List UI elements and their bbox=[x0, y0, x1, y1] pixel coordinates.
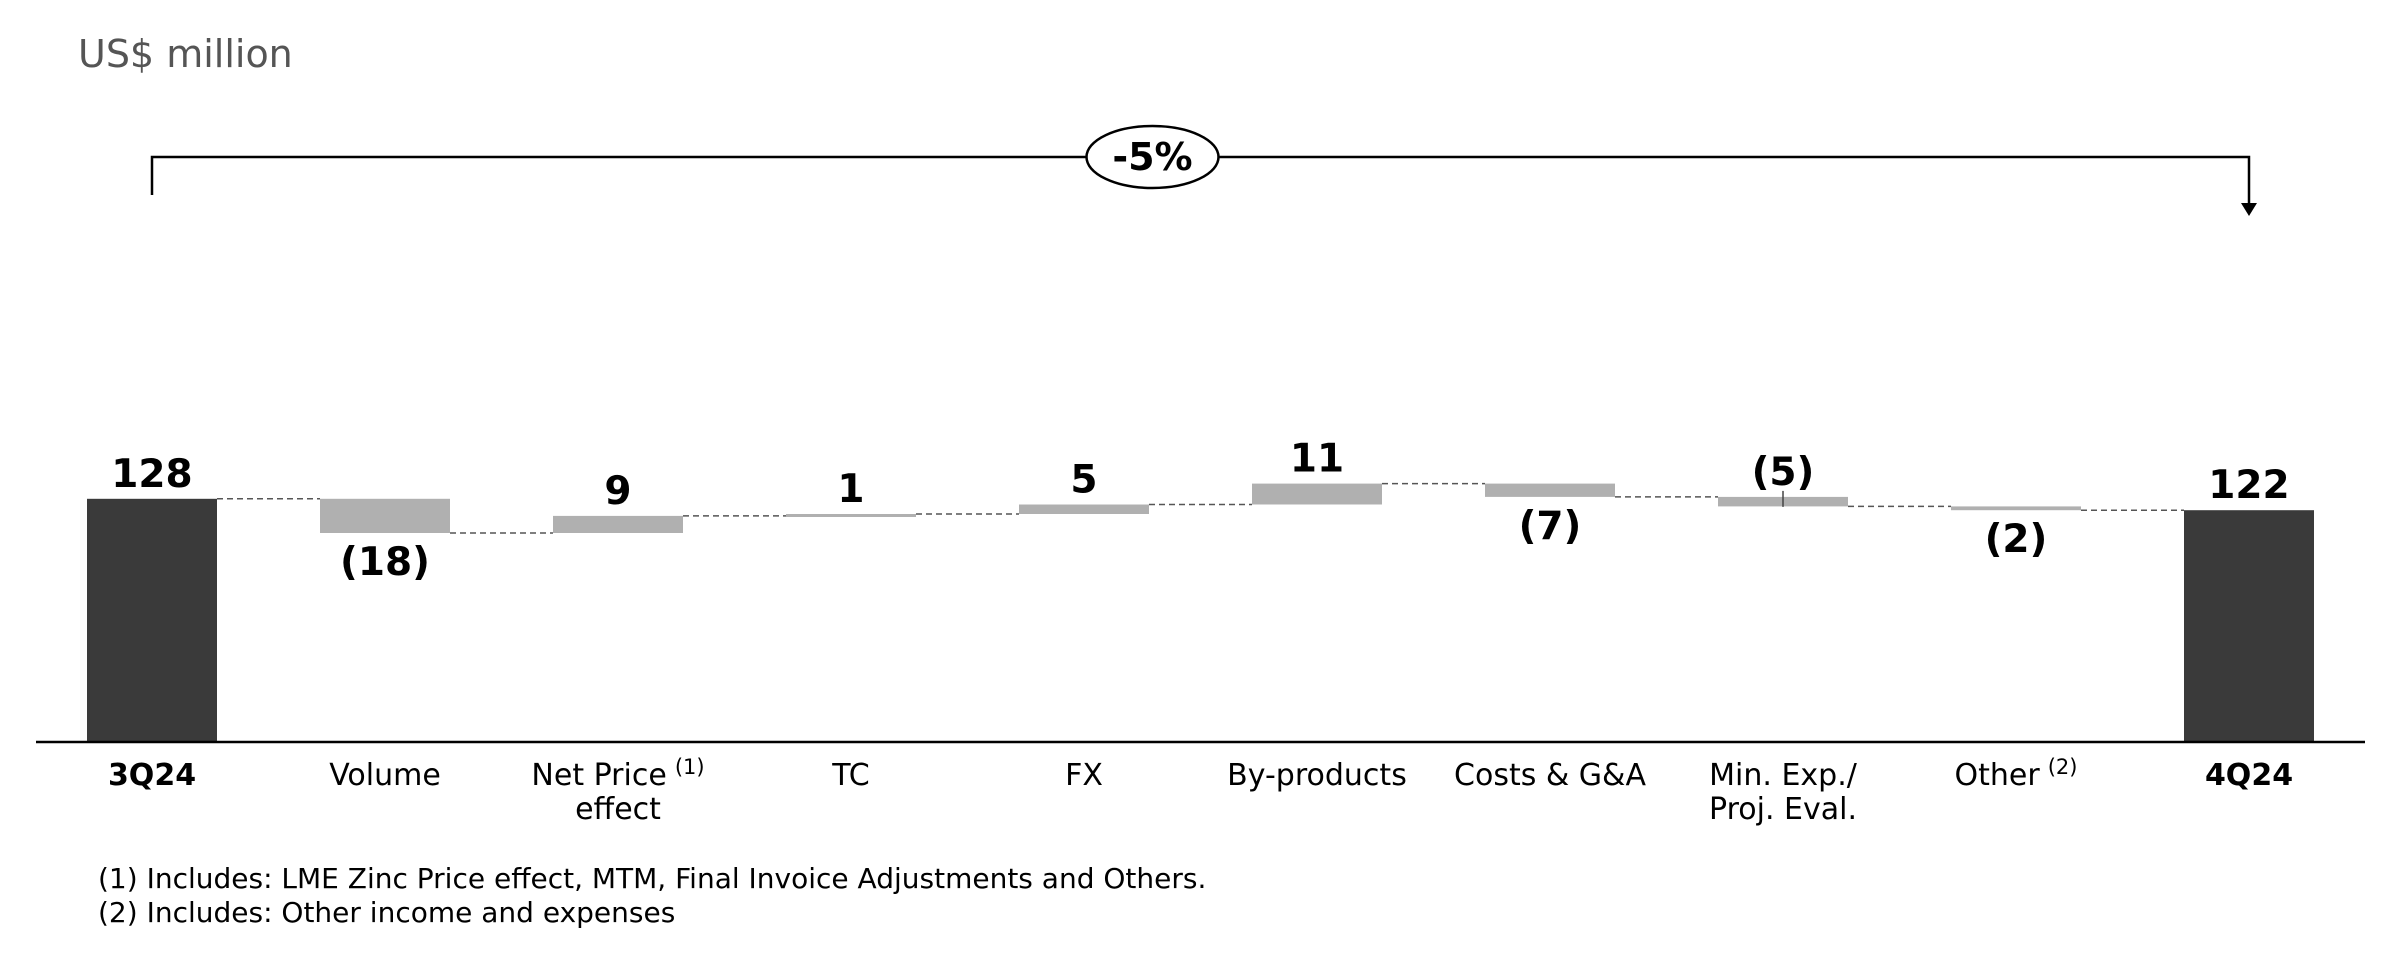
category-label: effect bbox=[575, 792, 661, 827]
category-label: Net Price (1) bbox=[531, 755, 704, 793]
value-label: 128 bbox=[111, 452, 192, 497]
bar-step bbox=[1252, 483, 1382, 505]
unit-label: US$ million bbox=[78, 32, 293, 76]
bar-step bbox=[1019, 504, 1149, 514]
value-label: 1 bbox=[837, 467, 864, 512]
bar-step bbox=[1485, 483, 1615, 497]
value-label: 11 bbox=[1290, 437, 1344, 482]
category-label: Costs & G&A bbox=[1454, 758, 1646, 793]
bar-step bbox=[320, 498, 450, 533]
bar-step bbox=[786, 514, 916, 517]
change-ellipse bbox=[1085, 124, 1220, 190]
category-label: Other (2) bbox=[1955, 755, 2078, 793]
category-label: By-products bbox=[1227, 758, 1407, 793]
category-label: 4Q24 bbox=[2205, 758, 2293, 793]
bar-start bbox=[87, 498, 217, 742]
category-label: Volume bbox=[329, 758, 441, 793]
category-label: FX bbox=[1065, 758, 1103, 793]
value-label: (18) bbox=[340, 540, 430, 585]
value-label: (7) bbox=[1519, 504, 1582, 549]
change-label: -5% bbox=[1112, 135, 1192, 179]
category-label: TC bbox=[831, 758, 870, 793]
value-label: (5) bbox=[1752, 450, 1815, 495]
bar-step bbox=[1951, 506, 2081, 511]
bar-end bbox=[2184, 510, 2314, 742]
footnote-1: (1) Includes: LME Zinc Price effect, MTM… bbox=[98, 862, 1207, 895]
bar-step bbox=[553, 515, 683, 533]
value-label: 9 bbox=[604, 469, 631, 514]
value-label: (2) bbox=[1985, 517, 2048, 562]
category-label: Min. Exp./ bbox=[1709, 758, 1858, 793]
value-label: 122 bbox=[2208, 463, 2289, 508]
footnote-marker: (1) bbox=[675, 755, 705, 779]
category-label: 3Q24 bbox=[108, 758, 196, 793]
footnote-2: (2) Includes: Other income and expenses bbox=[98, 896, 676, 929]
category-label: Proj. Eval. bbox=[1709, 792, 1857, 827]
arrow-head-icon bbox=[2241, 203, 2257, 216]
waterfall-chart: 128 3Q24 (18) Volume 9 Net Price (1)effect 1 TC 5… bbox=[36, 124, 2365, 827]
value-label: 5 bbox=[1070, 458, 1097, 503]
footnote-marker: (2) bbox=[2048, 755, 2078, 779]
